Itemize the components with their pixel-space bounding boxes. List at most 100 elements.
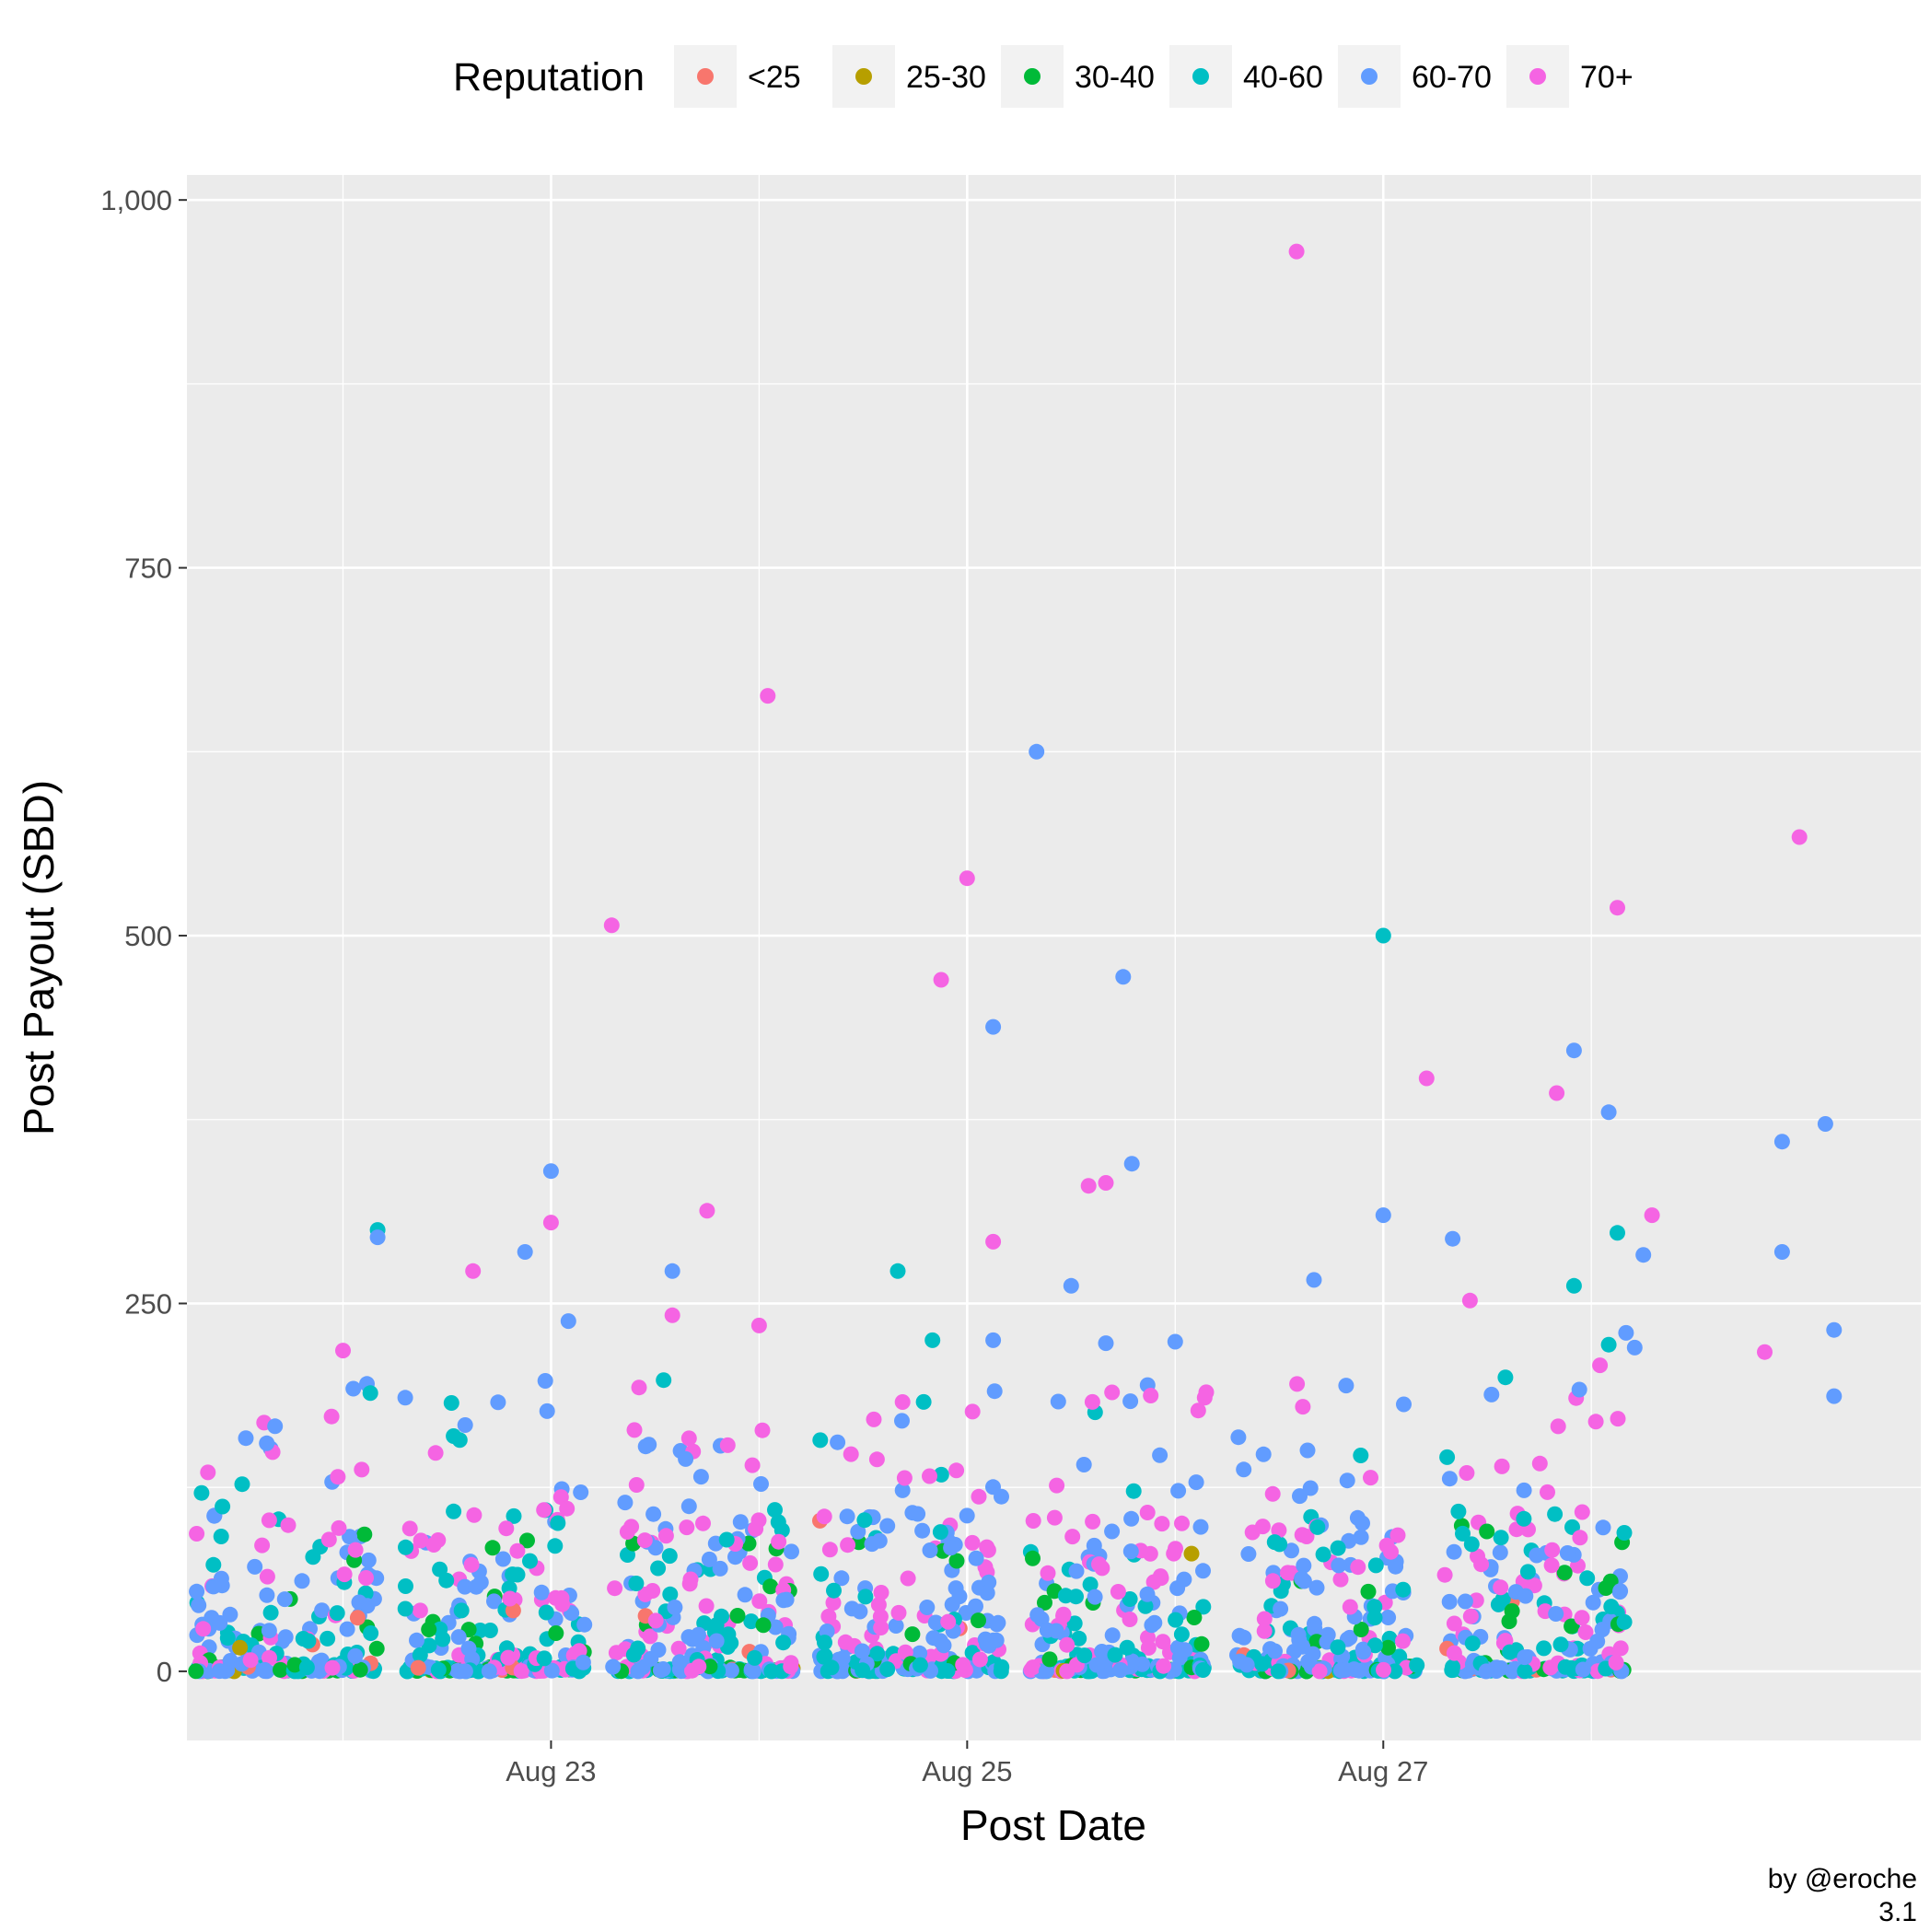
- data-point: [1256, 1611, 1273, 1627]
- data-point: [753, 1476, 769, 1492]
- data-point: [536, 1502, 552, 1519]
- data-point: [438, 1572, 455, 1589]
- data-point: [1173, 1626, 1190, 1643]
- data-point: [1140, 1639, 1157, 1656]
- data-point: [1389, 1527, 1406, 1543]
- data-point: [259, 1568, 275, 1585]
- data-point: [971, 1651, 988, 1668]
- data-point: [481, 1663, 497, 1680]
- data-point: [1063, 1277, 1079, 1294]
- data-point: [550, 1515, 566, 1531]
- data-point: [652, 1662, 669, 1679]
- data-point: [430, 1532, 447, 1548]
- data-point: [536, 1650, 552, 1667]
- data-point: [1396, 1396, 1412, 1413]
- data-point: [1244, 1524, 1261, 1541]
- data-point: [1493, 1530, 1509, 1546]
- data-point: [1064, 1529, 1081, 1545]
- data-point: [671, 1654, 688, 1670]
- data-point: [968, 1550, 984, 1566]
- data-point: [1574, 1504, 1590, 1520]
- data-point: [1817, 1116, 1833, 1132]
- data-point: [1612, 1640, 1629, 1657]
- data-point: [775, 1592, 792, 1609]
- data-point: [1104, 1523, 1121, 1540]
- data-point: [1190, 1402, 1206, 1419]
- data-point: [626, 1422, 643, 1438]
- data-point: [1284, 1542, 1299, 1559]
- data-point: [986, 1383, 1003, 1400]
- data-point: [1066, 1615, 1083, 1632]
- data-point: [661, 1548, 678, 1565]
- data-point: [1517, 1588, 1534, 1604]
- y-axis-title: Post Payout (SBD): [15, 780, 63, 1135]
- data-point: [1470, 1548, 1485, 1565]
- data-point: [1549, 1085, 1565, 1101]
- data-point: [547, 1538, 564, 1554]
- data-point: [409, 1632, 424, 1648]
- data-point: [959, 1507, 975, 1524]
- data-point: [277, 1629, 294, 1646]
- data-point: [1122, 1612, 1138, 1627]
- data-point: [904, 1505, 921, 1521]
- data-point: [628, 1576, 645, 1591]
- data-point: [575, 1654, 591, 1670]
- data-point: [298, 1659, 315, 1676]
- data-point: [351, 1594, 367, 1611]
- data-point: [680, 1430, 697, 1447]
- data-point: [834, 1650, 851, 1667]
- data-point: [457, 1417, 473, 1433]
- data-point: [463, 1556, 480, 1573]
- data-point: [1367, 1557, 1384, 1574]
- data-point: [543, 1662, 560, 1679]
- data-point: [1289, 1376, 1306, 1392]
- data-point: [696, 1615, 713, 1632]
- data-point: [1330, 1540, 1346, 1556]
- data-point: [701, 1551, 717, 1567]
- data-point: [1168, 1541, 1183, 1557]
- data-point: [453, 1602, 470, 1619]
- data-point: [421, 1622, 437, 1637]
- data-point: [1565, 1042, 1582, 1059]
- legend-label: 25-30: [906, 60, 986, 95]
- data-point: [1490, 1596, 1506, 1612]
- data-point: [1290, 1626, 1307, 1643]
- data-point: [1098, 1175, 1114, 1191]
- data-point: [1600, 1104, 1617, 1121]
- data-point: [1366, 1610, 1383, 1626]
- data-point: [1238, 1657, 1255, 1673]
- data-point: [1098, 1335, 1114, 1352]
- data-point: [460, 1640, 477, 1657]
- data-point: [1330, 1639, 1346, 1656]
- data-point: [1600, 1336, 1617, 1353]
- data-point: [879, 1661, 896, 1678]
- data-point: [1048, 1623, 1064, 1639]
- data-point: [1497, 1369, 1514, 1386]
- data-point: [280, 1517, 296, 1533]
- data-point: [200, 1464, 216, 1481]
- data-point: [1380, 1610, 1397, 1625]
- data-point: [1174, 1515, 1190, 1531]
- data-point: [347, 1542, 364, 1558]
- data-point: [310, 1654, 327, 1670]
- data-point: [1029, 1607, 1046, 1624]
- data-point: [682, 1571, 699, 1588]
- data-point: [698, 1598, 715, 1614]
- data-point: [267, 1418, 284, 1435]
- data-point: [742, 1554, 759, 1571]
- data-point: [843, 1446, 859, 1462]
- data-point: [211, 1663, 227, 1680]
- data-point: [1107, 1647, 1123, 1663]
- data-point: [896, 1470, 913, 1486]
- data-point: [755, 1617, 772, 1634]
- data-point: [1084, 1393, 1100, 1410]
- data-point: [1387, 1663, 1403, 1680]
- data-point: [368, 1640, 385, 1657]
- data-point: [576, 1616, 593, 1633]
- data-point: [763, 1663, 780, 1680]
- y-tick-label: 500: [124, 920, 172, 952]
- data-point: [1236, 1461, 1252, 1478]
- data-point: [1115, 969, 1132, 985]
- data-point: [1152, 1568, 1168, 1585]
- data-point: [1122, 1591, 1138, 1607]
